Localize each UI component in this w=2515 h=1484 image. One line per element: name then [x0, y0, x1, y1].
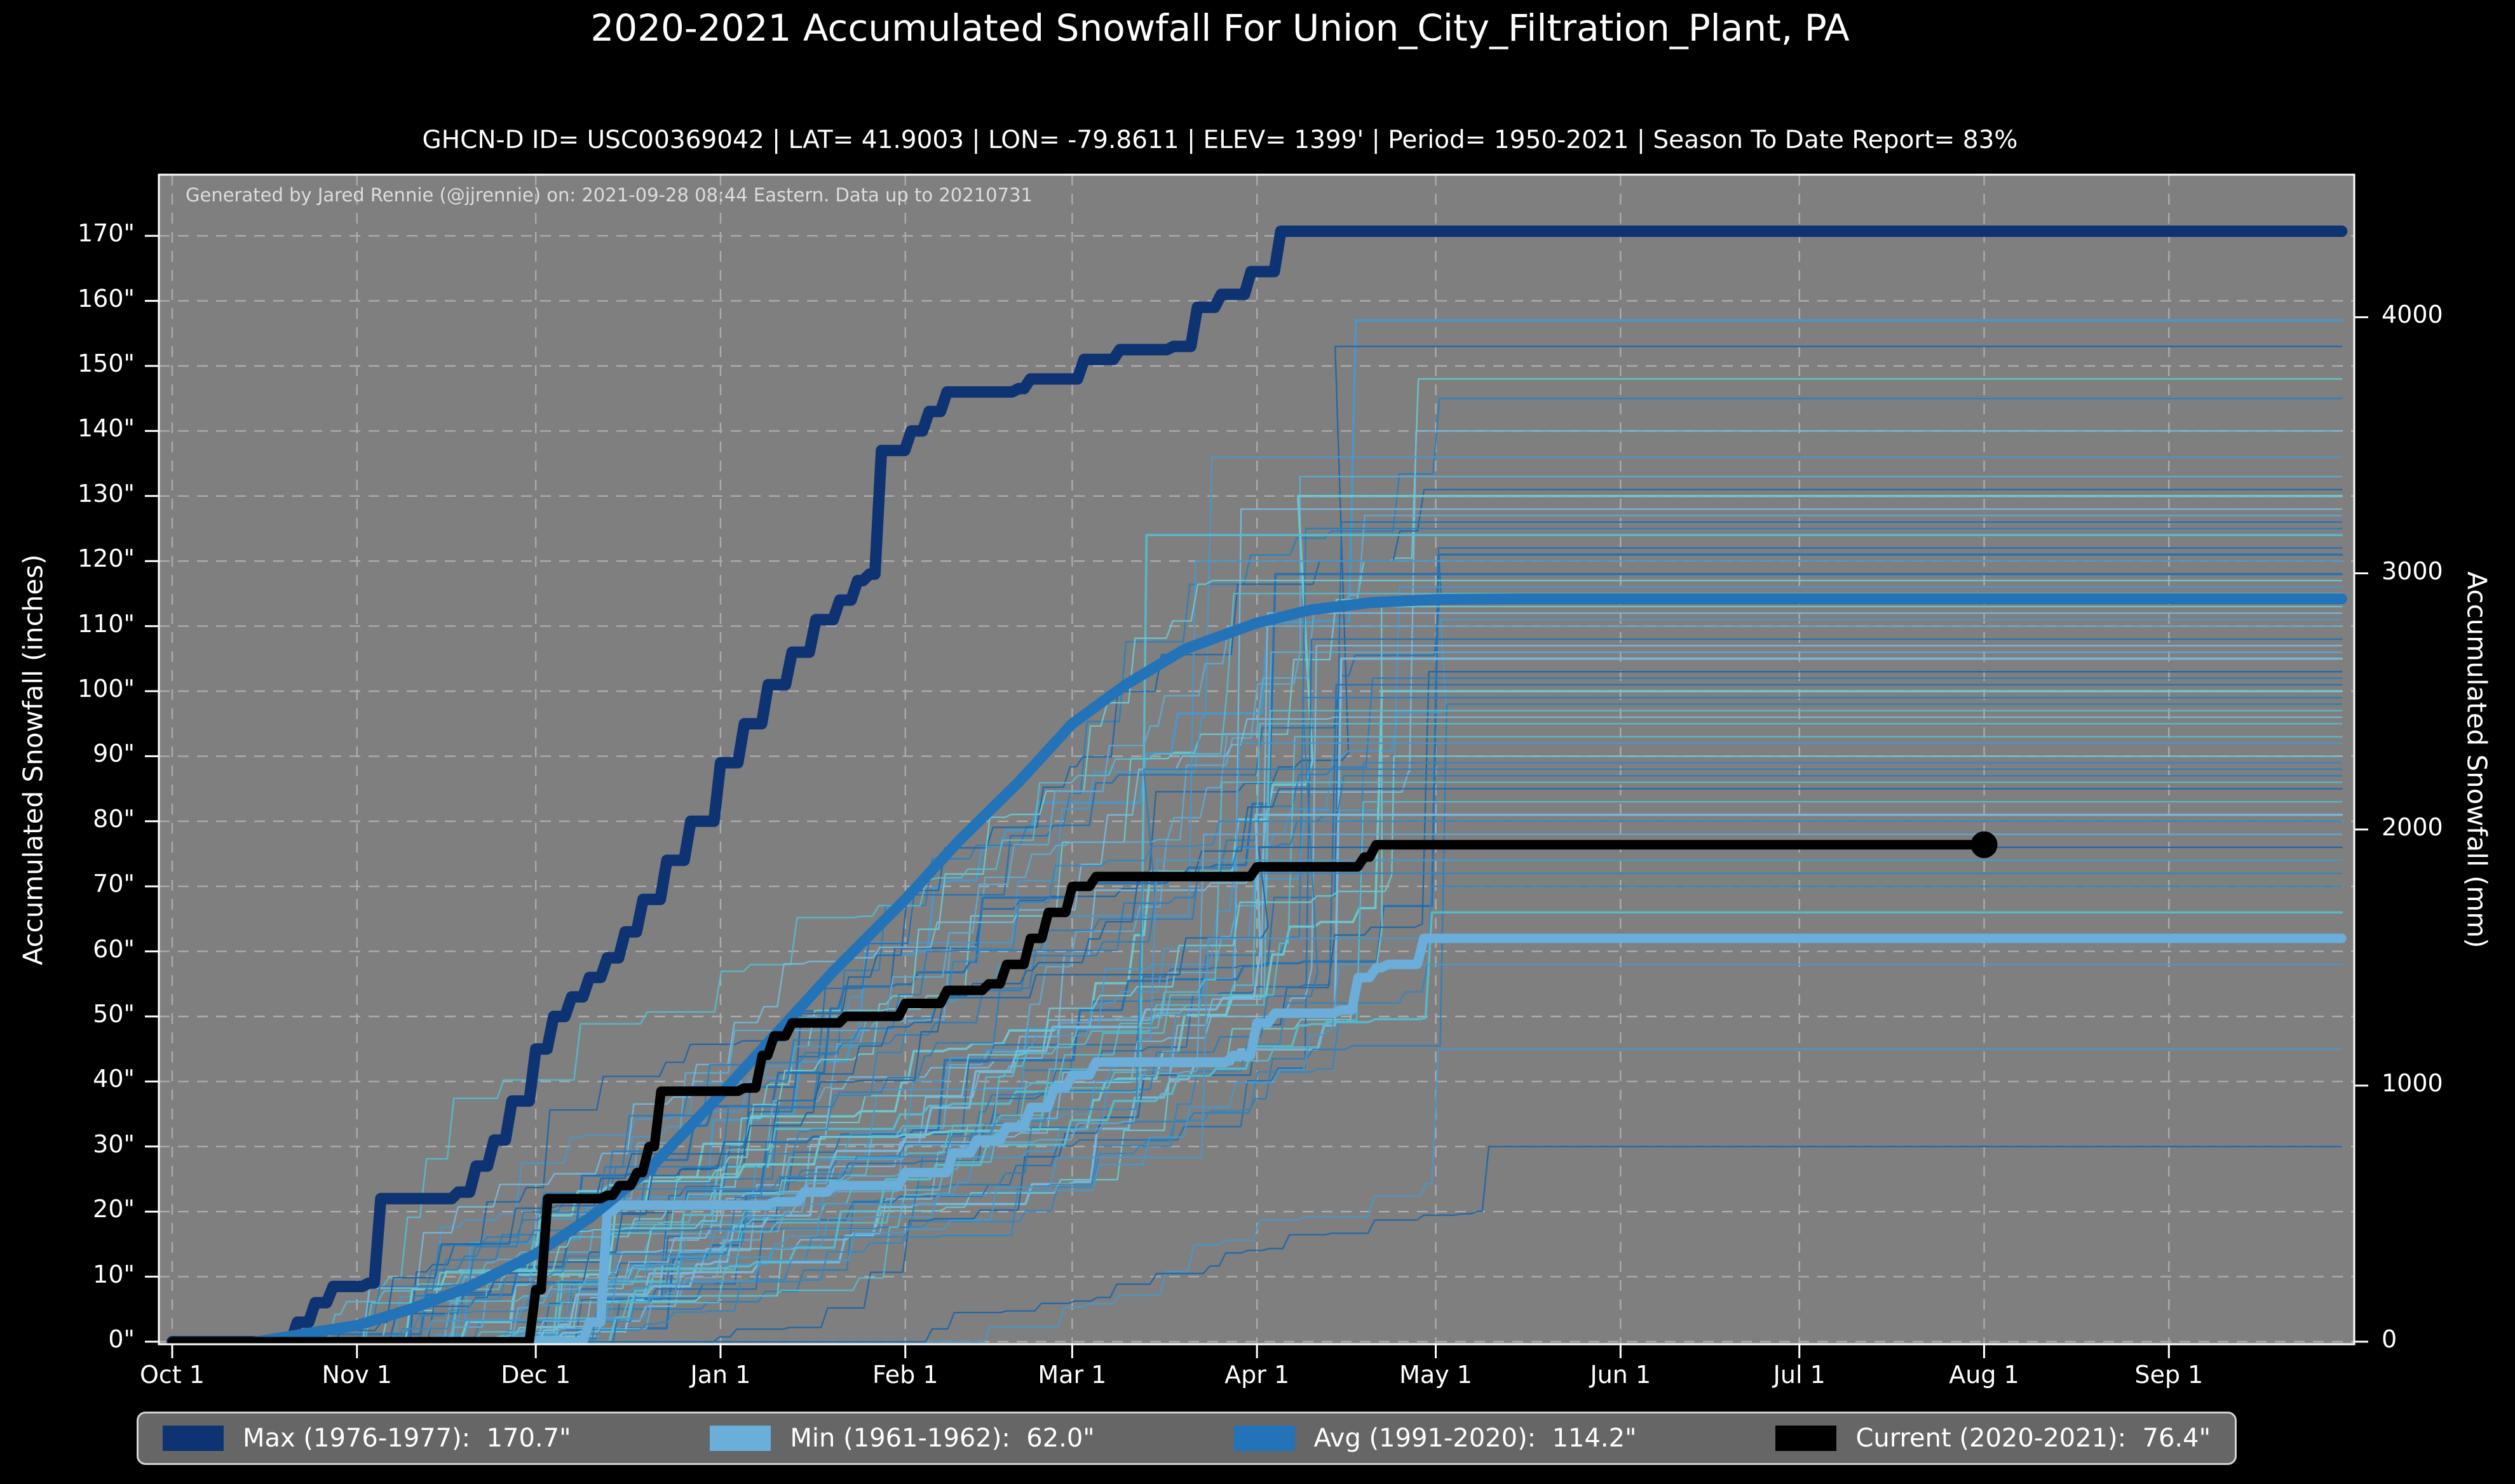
y-tick-label-mm: 0 — [2382, 1325, 2397, 1353]
y-tick-label-inches: 0" — [108, 1325, 135, 1353]
legend-item: Avg (1991-2020): 114.2" — [1233, 1424, 1637, 1453]
x-tick-label: Jun 1 — [1590, 1361, 1651, 1389]
y-tick-label-inches: 10" — [93, 1260, 135, 1288]
legend-label: Max (1976-1977): 170.7" — [243, 1424, 571, 1453]
legend-item: Min (1961-1962): 62.0" — [710, 1424, 1095, 1453]
y-tick-label-inches: 100" — [77, 675, 135, 703]
background-season-line — [171, 742, 2343, 1343]
background-season-line — [171, 703, 2343, 1343]
background-season-line — [171, 800, 2343, 1343]
x-tick-label: Feb 1 — [872, 1361, 939, 1389]
background-season-line — [171, 886, 2343, 1343]
background-season-line — [171, 1048, 2343, 1343]
y-axis-label-right: Accumulated Snowfall (mm) — [2461, 571, 2493, 948]
y-tick-label-inches: 120" — [77, 544, 135, 573]
background-season-line — [171, 937, 2343, 1343]
background-season-line — [171, 1145, 2343, 1343]
series-current — [167, 840, 1989, 1344]
background-season-line — [171, 612, 2343, 1343]
background-season-line — [171, 671, 2343, 1343]
x-tick-label: Mar 1 — [1038, 1361, 1107, 1389]
y-tick-label-inches: 40" — [93, 1065, 135, 1093]
background-season-line — [171, 833, 2343, 1343]
background-season-line — [171, 820, 2343, 1343]
y-tick-label-inches: 50" — [93, 1000, 135, 1028]
y-tick-label-inches: 60" — [93, 934, 135, 963]
current-end-dot — [1970, 831, 1998, 858]
y-tick-label-mm: 2000 — [2382, 813, 2443, 841]
legend-swatch — [1233, 1426, 1295, 1451]
background-season-line — [171, 716, 2343, 1343]
series-avg — [250, 593, 2347, 1344]
series-lines — [166, 226, 2348, 1344]
attribution-note: Generated by Jared Rennie (@jjrennie) on… — [186, 184, 1033, 206]
series-min — [167, 933, 2347, 1344]
background-season-line — [171, 846, 2343, 1343]
legend-label: Current (2020-2021): 76.4" — [1855, 1424, 2211, 1453]
x-tick-label: Dec 1 — [501, 1361, 571, 1389]
y-tick-label-inches: 160" — [77, 284, 135, 313]
y-tick-label-inches: 170" — [77, 219, 135, 248]
station-subtitle: GHCN-D ID= USC00369042 | LAT= 41.9003 | … — [422, 126, 2018, 154]
tick-marks — [145, 234, 2368, 1358]
x-tick-label: May 1 — [1399, 1361, 1472, 1389]
y-tick-label-mm: 4000 — [2382, 300, 2443, 329]
background-season-line — [171, 593, 2343, 1343]
y-axis-label-left: Accumulated Snowfall (inches) — [17, 554, 49, 966]
background-season-line — [171, 911, 2343, 1343]
background-season-line — [171, 774, 2343, 1343]
background-season-line — [171, 515, 2343, 1343]
y-tick-label-mm: 3000 — [2382, 556, 2443, 585]
series-max — [166, 226, 2348, 1344]
x-tick-label: Sep 1 — [2134, 1361, 2204, 1389]
legend-item: Max (1976-1977): 170.7" — [163, 1424, 571, 1453]
y-tick-label-inches: 80" — [93, 804, 135, 833]
legend-label: Min (1961-1962): 62.0" — [790, 1424, 1095, 1453]
y-tick-label-inches: 140" — [77, 414, 135, 443]
y-tick-label-inches: 130" — [77, 479, 135, 508]
background-season-line — [171, 684, 2343, 1343]
y-tick-label-inches: 70" — [93, 870, 135, 898]
legend-swatch — [163, 1426, 224, 1451]
page-title: 2020-2021 Accumulated Snowfall For Union… — [590, 6, 1850, 50]
y-tick-label-mm: 1000 — [2382, 1069, 2443, 1097]
background-season-line — [171, 813, 2343, 1343]
x-tick-label: Jul 1 — [1773, 1361, 1826, 1389]
legend: Max (1976-1977): 170.7" Min (1961-1962): … — [137, 1412, 2237, 1465]
x-tick-label: Nov 1 — [322, 1361, 392, 1389]
y-tick-label-inches: 30" — [93, 1130, 135, 1158]
legend-item: Current (2020-2021): 76.4" — [1775, 1424, 2211, 1453]
x-tick-label: Jan 1 — [690, 1361, 751, 1389]
background-season-line — [171, 690, 2343, 1343]
y-tick-label-inches: 20" — [93, 1195, 135, 1224]
x-tick-label: Oct 1 — [140, 1361, 205, 1389]
x-tick-label: Aug 1 — [1949, 1361, 2019, 1389]
legend-label: Avg (1991-2020): 114.2" — [1313, 1424, 1637, 1453]
background-season-line — [171, 963, 2343, 1343]
x-tick-label: Apr 1 — [1224, 1361, 1290, 1389]
legend-swatch — [1775, 1426, 1837, 1451]
y-tick-label-inches: 90" — [93, 739, 135, 768]
legend-swatch — [710, 1426, 771, 1451]
y-tick-label-inches: 150" — [77, 349, 135, 377]
y-tick-label-inches: 110" — [77, 609, 135, 638]
